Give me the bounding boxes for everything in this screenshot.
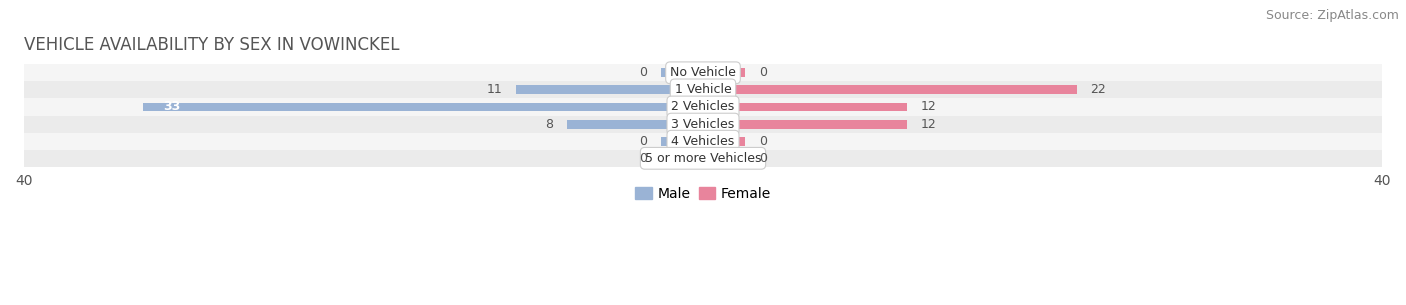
Bar bbox=[24, 99, 1382, 116]
Text: 5 or more Vehicles: 5 or more Vehicles bbox=[645, 152, 761, 165]
Bar bbox=[516, 85, 703, 94]
Text: 3 Vehicles: 3 Vehicles bbox=[672, 118, 734, 131]
Bar bbox=[142, 102, 703, 111]
Text: 0: 0 bbox=[638, 135, 647, 148]
Text: 1 Vehicle: 1 Vehicle bbox=[675, 83, 731, 96]
Bar bbox=[703, 102, 907, 111]
Bar bbox=[703, 154, 745, 163]
Bar bbox=[24, 64, 1382, 81]
Bar bbox=[661, 68, 703, 77]
Bar bbox=[24, 133, 1382, 150]
Text: 8: 8 bbox=[546, 118, 554, 131]
Text: VEHICLE AVAILABILITY BY SEX IN VOWINCKEL: VEHICLE AVAILABILITY BY SEX IN VOWINCKEL bbox=[24, 36, 399, 54]
Text: 0: 0 bbox=[759, 135, 768, 148]
Text: No Vehicle: No Vehicle bbox=[671, 66, 735, 79]
Text: Source: ZipAtlas.com: Source: ZipAtlas.com bbox=[1265, 9, 1399, 22]
Bar bbox=[24, 116, 1382, 133]
Text: 0: 0 bbox=[638, 152, 647, 165]
Text: 0: 0 bbox=[759, 152, 768, 165]
Text: 0: 0 bbox=[638, 66, 647, 79]
Bar bbox=[703, 85, 1077, 94]
Bar bbox=[703, 120, 907, 128]
Bar bbox=[24, 150, 1382, 167]
Text: 33: 33 bbox=[163, 101, 180, 113]
Text: 12: 12 bbox=[921, 101, 936, 113]
Text: 22: 22 bbox=[1090, 83, 1107, 96]
Bar bbox=[661, 154, 703, 163]
Text: 0: 0 bbox=[759, 66, 768, 79]
Bar bbox=[703, 68, 745, 77]
Text: 12: 12 bbox=[921, 118, 936, 131]
Text: 2 Vehicles: 2 Vehicles bbox=[672, 101, 734, 113]
Legend: Male, Female: Male, Female bbox=[630, 181, 776, 206]
Text: 4 Vehicles: 4 Vehicles bbox=[672, 135, 734, 148]
Bar bbox=[661, 137, 703, 146]
Text: 11: 11 bbox=[486, 83, 502, 96]
Bar bbox=[24, 81, 1382, 99]
Bar bbox=[703, 137, 745, 146]
Bar bbox=[567, 120, 703, 128]
